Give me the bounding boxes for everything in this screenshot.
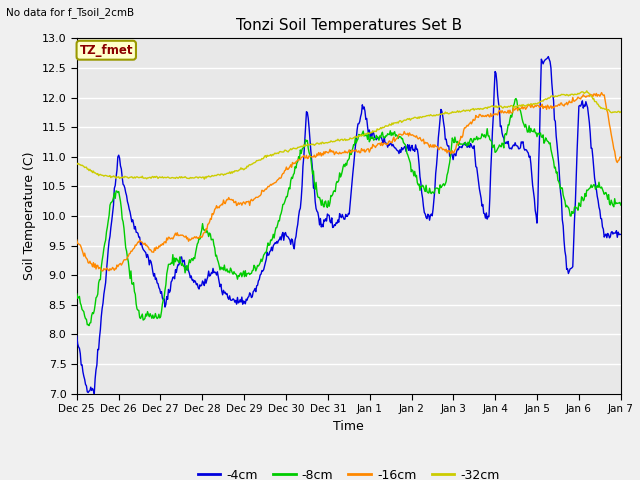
Legend: -4cm, -8cm, -16cm, -32cm: -4cm, -8cm, -16cm, -32cm xyxy=(193,464,505,480)
Text: TZ_fmet: TZ_fmet xyxy=(79,44,133,57)
Title: Tonzi Soil Temperatures Set B: Tonzi Soil Temperatures Set B xyxy=(236,18,462,33)
X-axis label: Time: Time xyxy=(333,420,364,432)
Y-axis label: Soil Temperature (C): Soil Temperature (C) xyxy=(23,152,36,280)
Text: No data for f_Tsoil_2cmB: No data for f_Tsoil_2cmB xyxy=(6,7,134,18)
